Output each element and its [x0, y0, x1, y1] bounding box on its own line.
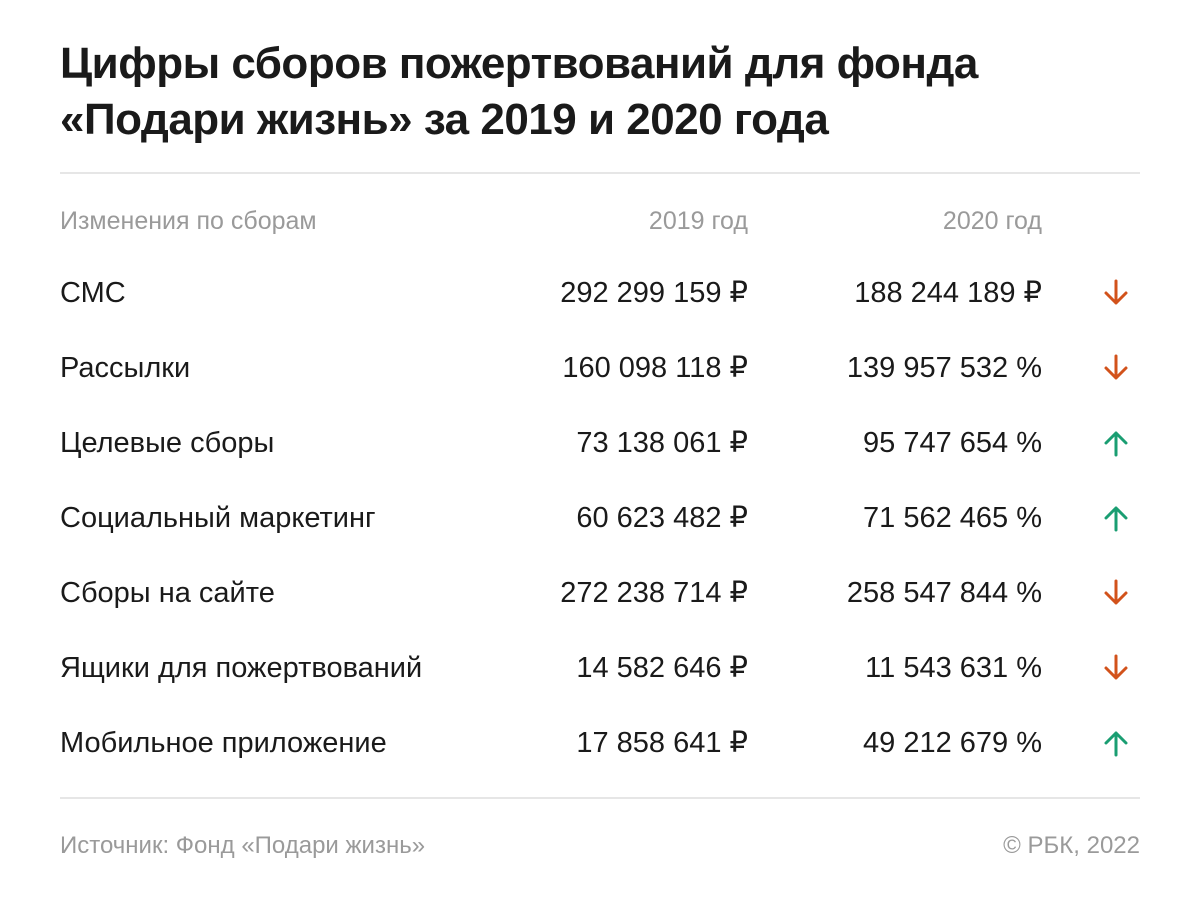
arrow-down-icon: [1104, 354, 1128, 380]
table-row: Социальный маркетинг 60 623 482 ₽ 71 562 4…: [60, 498, 1140, 538]
arrow-up-icon: [1104, 731, 1128, 757]
row-label: Ящики для пожертвований: [60, 652, 423, 684]
table-row: СМС 292 299 159 ₽ 188 244 189 ₽: [60, 273, 1140, 313]
value-2020: 258 547 844 %: [846, 577, 1042, 609]
table-row: Ящики для пожертвований 14 582 646 ₽ 11 54…: [60, 648, 1140, 688]
value-2019: 160 098 118 ₽: [562, 352, 748, 384]
column-header-2020: 2020 год: [942, 207, 1042, 235]
table-row: Целевые сборы 73 138 061 ₽ 95 747 654 %: [60, 423, 1140, 463]
table-row: Рассылки 160 098 118 ₽ 139 957 532 %: [60, 348, 1140, 388]
arrow-up-icon: [1104, 431, 1128, 457]
value-2019: 60 623 482 ₽: [576, 502, 748, 534]
copyright-note: © РБК, 2022: [1003, 832, 1140, 859]
value-2020: 49 212 679 %: [863, 727, 1042, 759]
source-note: Источник: Фонд «Подари жизнь»: [60, 832, 426, 859]
bottom-divider: [60, 797, 1140, 799]
value-2019: 14 582 646 ₽: [576, 652, 748, 684]
table-row: Сборы на сайте 272 238 714 ₽ 258 547 844 %: [60, 573, 1140, 613]
value-2019: 292 299 159 ₽: [560, 277, 748, 309]
value-2019: 17 858 641 ₽: [576, 727, 748, 759]
value-2020: 95 747 654 %: [863, 427, 1042, 459]
arrow-down-icon: [1104, 279, 1128, 305]
value-2020: 71 562 465 %: [863, 502, 1042, 534]
arrow-down-icon: [1104, 579, 1128, 605]
row-label: Мобильное приложение: [60, 727, 387, 759]
top-divider: [60, 172, 1140, 174]
value-2019: 272 238 714 ₽: [560, 577, 748, 609]
value-2019: 73 138 061 ₽: [576, 427, 748, 459]
page-title: Цифры сборов пожертвований для фонда «По…: [60, 39, 978, 144]
table-header: Изменения по сборам 2019 год 2020 год: [60, 203, 1140, 239]
table-body: СМС 292 299 159 ₽ 188 244 189 ₽ Рассылки 160…: [60, 0, 1140, 904]
row-label: Рассылки: [60, 352, 191, 384]
value-2020: 188 244 189 ₽: [854, 277, 1042, 309]
column-header-2019: 2019 год: [648, 207, 748, 235]
row-label: Социальный маркетинг: [60, 502, 376, 534]
value-2020: 11 543 631 %: [865, 652, 1042, 684]
row-label: Целевые сборы: [60, 427, 275, 459]
arrow-down-icon: [1104, 654, 1128, 680]
arrow-up-icon: [1104, 506, 1128, 532]
column-header-category: Изменения по сборам: [60, 207, 317, 235]
row-label: Сборы на сайте: [60, 577, 275, 609]
table-row: Мобильное приложение 17 858 641 ₽ 49 212 6…: [60, 723, 1140, 763]
value-2020: 139 957 532 %: [846, 352, 1042, 384]
row-label: СМС: [60, 277, 126, 309]
